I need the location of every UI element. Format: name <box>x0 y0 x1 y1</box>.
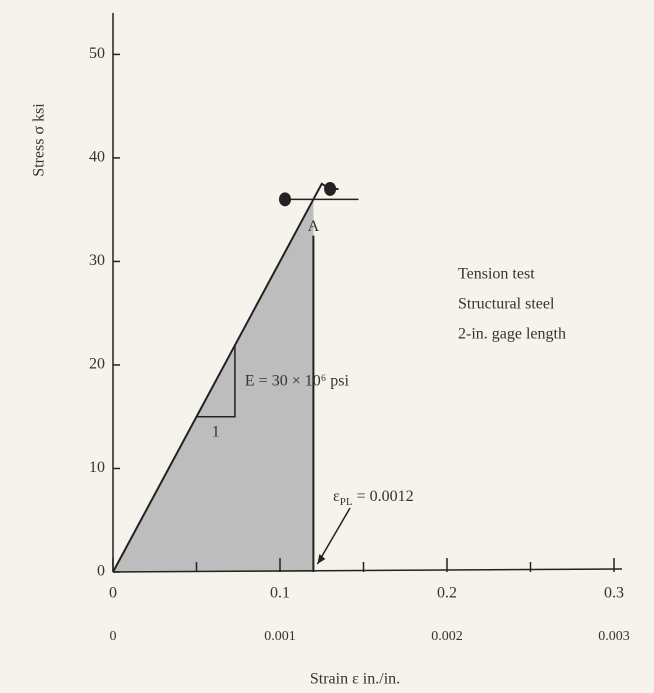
yield-point <box>279 192 292 207</box>
x2-tick-label: 0.003 <box>598 629 630 644</box>
pl-arrow <box>316 507 351 565</box>
pl-text: = 0.0012 <box>357 488 414 505</box>
y-tick-label: 40 <box>89 149 105 166</box>
y-tick-label: 50 <box>89 45 105 62</box>
pl-arrow-head <box>317 554 326 564</box>
note-line: Structural steel <box>458 296 555 313</box>
x2-tick-label: 0.002 <box>431 629 463 644</box>
yield-point <box>324 181 337 196</box>
y-tick-label: 20 <box>89 356 105 373</box>
x2-tick-label: 0 <box>110 629 117 644</box>
x2-tick-label: 0.001 <box>264 629 296 644</box>
x-tick-label: 0 <box>109 585 117 602</box>
point-label: A <box>308 218 320 235</box>
x-tick-label: 0.2 <box>437 585 457 602</box>
pl-label: εPL = 0.0012 <box>333 488 414 508</box>
y-tick-label: 0 <box>97 563 105 580</box>
y-axis-label: Stress σ ksi <box>31 103 48 177</box>
y-tick-label: 10 <box>89 459 105 476</box>
x-axis-label: Strain ε in./in. <box>310 671 400 688</box>
pl-subscript: PL <box>340 496 353 508</box>
x-axis <box>112 568 623 573</box>
slope-triangle <box>196 344 236 418</box>
modulus-label: E = 30 × 10⁶ psi <box>245 373 350 390</box>
y-tick-label: 30 <box>89 252 105 269</box>
note-line: Tension test <box>458 266 535 283</box>
pl-symbol: ε <box>333 488 340 505</box>
slope-run-label: 1 <box>212 423 220 440</box>
x-tick-label: 0.3 <box>604 585 624 602</box>
note-line: 2-in. gage length <box>458 326 566 343</box>
x-tick-label: 0.1 <box>270 585 290 602</box>
